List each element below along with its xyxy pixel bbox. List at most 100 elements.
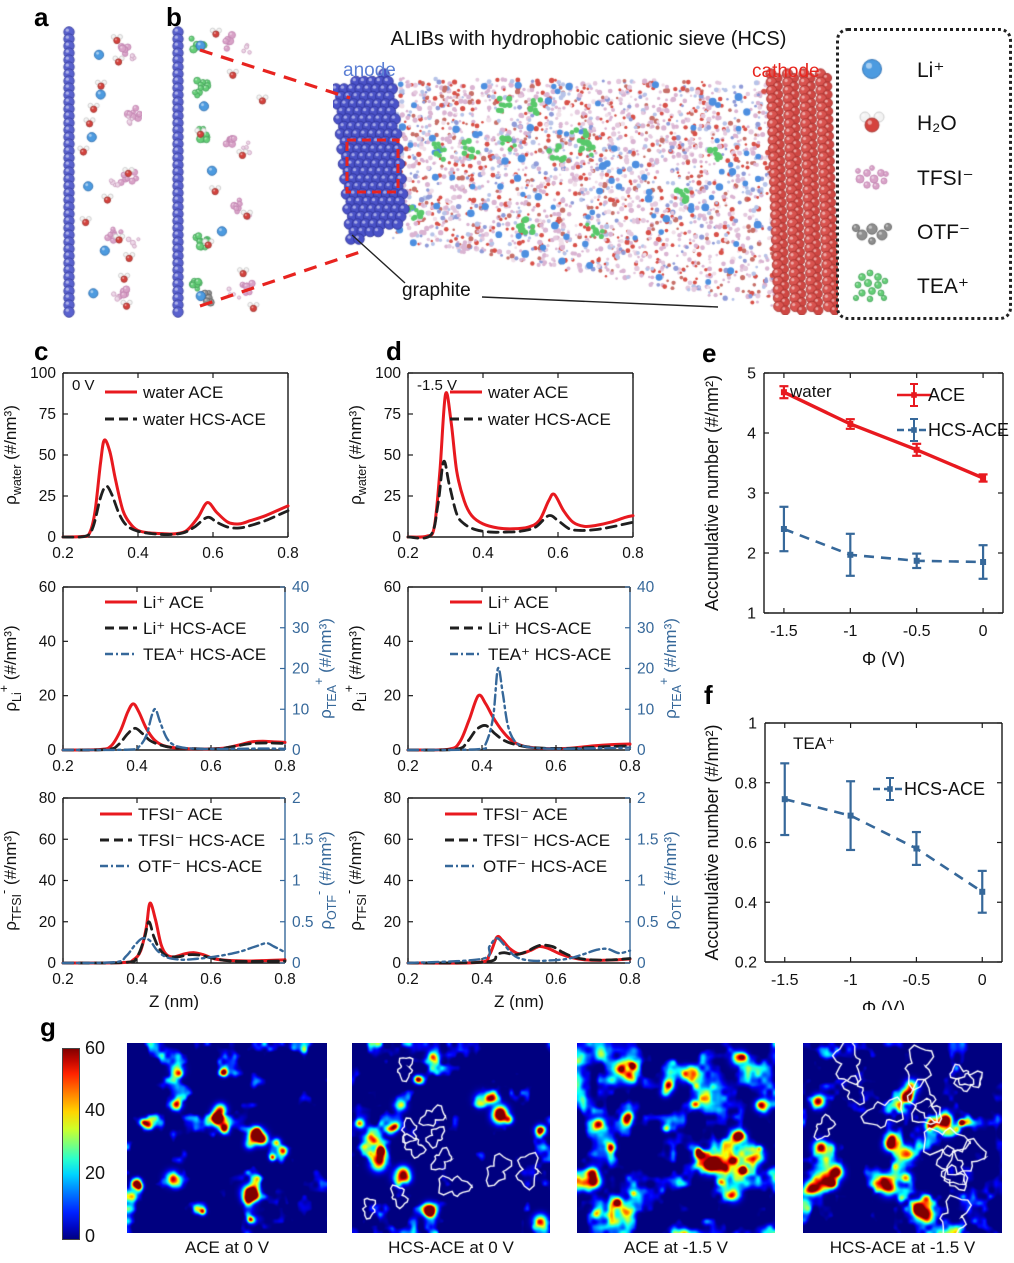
svg-text:ρTFSI- (#/nm³): ρTFSI- (#/nm³) [0, 830, 24, 930]
svg-text:1: 1 [292, 873, 301, 890]
tfsi-label: TFSI⁻ [917, 166, 974, 190]
zoom-region-indicator [199, 48, 400, 308]
svg-text:0.6: 0.6 [200, 758, 222, 775]
svg-text:0: 0 [47, 529, 56, 546]
svg-text:0: 0 [979, 623, 988, 640]
svg-text:ρOTF- (#/nm³): ρOTF- (#/nm³) [312, 831, 339, 929]
panel-label-g: g [40, 1012, 56, 1042]
svg-text:-1: -1 [843, 623, 857, 640]
svg-text:0.4: 0.4 [735, 895, 757, 912]
svg-text:60: 60 [384, 579, 402, 596]
svg-text:HCS-ACE: HCS-ACE [928, 420, 1009, 440]
svg-text:30: 30 [637, 620, 655, 637]
heatmap-colorbar [62, 1048, 80, 1240]
svg-text:5: 5 [747, 366, 756, 383]
svg-text:40: 40 [292, 579, 310, 596]
svg-text:ρLi+ (#/nm³): ρLi+ (#/nm³) [0, 625, 24, 711]
svg-text:0: 0 [392, 529, 401, 546]
svg-text:0: 0 [392, 955, 401, 972]
svg-text:2: 2 [637, 790, 646, 807]
svg-text:0.8: 0.8 [619, 758, 641, 775]
graphite-pointer-lines [351, 234, 719, 308]
panel-label-d: d [386, 336, 402, 366]
svg-text:TFSI⁻ HCS-ACE: TFSI⁻ HCS-ACE [138, 831, 265, 850]
otf-icon [849, 210, 895, 254]
svg-text:10: 10 [292, 701, 310, 718]
panel-label-a: a [34, 2, 49, 32]
svg-text:TFSI⁻ ACE: TFSI⁻ ACE [483, 805, 568, 824]
svg-text:0.4: 0.4 [126, 971, 148, 988]
legend-row-tea: TEA⁺ [849, 261, 969, 311]
lithium-icon [849, 48, 895, 92]
simulation-title: ALIBs with hydrophobic cationic sieve (H… [390, 28, 787, 50]
tfsi-icon [849, 156, 895, 200]
svg-text:1.5: 1.5 [292, 831, 314, 848]
svg-text:3: 3 [747, 486, 756, 503]
svg-text:Φ (V): Φ (V) [862, 998, 905, 1010]
svg-text:water HCS-ACE: water HCS-ACE [142, 410, 266, 429]
svg-text:0.2: 0.2 [52, 545, 74, 562]
svg-text:Li⁺ ACE: Li⁺ ACE [143, 593, 204, 612]
svg-text:2: 2 [747, 546, 756, 563]
heatmap-caption-1: ACE at 0 V [184, 1238, 270, 1257]
svg-text:40: 40 [384, 633, 402, 650]
tea-label: TEA⁺ [917, 274, 969, 298]
svg-text:Li⁺ HCS-ACE: Li⁺ HCS-ACE [143, 619, 246, 638]
svg-text:1: 1 [637, 873, 646, 890]
svg-text:water ACE: water ACE [142, 383, 223, 402]
panel-label-e: e [702, 338, 717, 368]
graphite-label: graphite [402, 280, 471, 301]
svg-text:0.8: 0.8 [735, 775, 757, 792]
chart-water-0V: 0.2 0.4 0.6 0.8 0 25 50 75 100 water ACE water HCS… [1, 365, 299, 562]
water-icon [849, 102, 895, 146]
svg-text:TEA⁺: TEA⁺ [793, 734, 835, 753]
svg-text:2: 2 [292, 790, 301, 807]
svg-text:water ACE: water ACE [487, 383, 568, 402]
svg-text:40: 40 [39, 873, 57, 890]
heatmap-ace-0V [127, 1043, 327, 1233]
svg-text:20: 20 [384, 688, 402, 705]
svg-text:ρTFSI- (#/nm³): ρTFSI- (#/nm³) [345, 830, 369, 930]
svg-text:-1.5: -1.5 [770, 623, 798, 640]
svg-text:40: 40 [384, 873, 402, 890]
svg-text:1: 1 [748, 716, 757, 733]
svg-text:ρLi+ (#/nm³): ρLi+ (#/nm³) [345, 625, 369, 711]
svg-text:-0.5: -0.5 [903, 972, 931, 989]
water-label: H₂O [917, 112, 957, 135]
legend-row-li: Li⁺ [849, 45, 944, 95]
graphite-line-right [481, 296, 719, 308]
cathode-label: cathode [752, 61, 820, 82]
heatmap-caption-3: ACE at -1.5 V [624, 1238, 728, 1257]
svg-text:0: 0 [978, 972, 987, 989]
svg-text:60: 60 [39, 831, 57, 848]
colorbar-tick-0: 0 [85, 1226, 96, 1246]
chart-accumulative-water: -1.5 -1 -0.5 0 1 2 3 4 5 ACE HCS-ACE water Accumulat… [702, 366, 1009, 668]
svg-text:-1.5 V: -1.5 V [417, 377, 457, 394]
otf-label: OTF⁻ [917, 220, 971, 244]
svg-text:0.2: 0.2 [52, 971, 74, 988]
svg-text:-0.5: -0.5 [903, 623, 931, 640]
snapshot-hcs-ace-electrolyte [166, 26, 276, 318]
svg-text:0: 0 [637, 742, 646, 759]
svg-text:20: 20 [292, 661, 310, 678]
legend-row-otf: OTF⁻ [849, 207, 970, 257]
md-simulation-box [333, 60, 838, 315]
svg-text:TFSI⁻ HCS-ACE: TFSI⁻ HCS-ACE [483, 831, 610, 850]
svg-text:-1.5: -1.5 [771, 972, 799, 989]
svg-text:0.8: 0.8 [622, 545, 644, 562]
svg-text:0.2: 0.2 [735, 955, 757, 972]
svg-text:0.8: 0.8 [274, 758, 296, 775]
svg-text:0.2: 0.2 [397, 971, 419, 988]
svg-text:0.2: 0.2 [52, 758, 74, 775]
svg-text:0: 0 [292, 742, 301, 759]
svg-text:0.6: 0.6 [200, 971, 222, 988]
colorbar-tick-20: 20 [85, 1163, 106, 1183]
svg-text:TEA⁺ HCS-ACE: TEA⁺ HCS-ACE [488, 645, 611, 664]
panel-label-c: c [34, 336, 49, 366]
legend-row-tfsi: TFSI⁻ [849, 153, 974, 203]
svg-text:20: 20 [384, 914, 402, 931]
svg-text:Accumulative number (#/nm²): Accumulative number (#/nm²) [702, 375, 722, 611]
svg-text:TEA⁺ HCS-ACE: TEA⁺ HCS-ACE [143, 645, 266, 664]
